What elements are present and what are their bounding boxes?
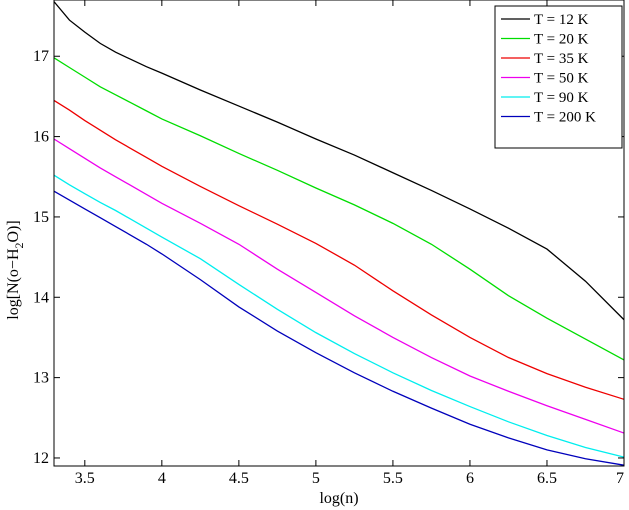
- y-tick-label: 16: [33, 129, 49, 146]
- y-tick-label: 15: [33, 209, 49, 226]
- x-tick-label: 6.5: [537, 470, 557, 487]
- y-tick-label: 17: [33, 48, 49, 65]
- series-line-2: [53, 99, 625, 400]
- y-axis-label-subscript: 2: [12, 242, 26, 248]
- series-line-3: [53, 138, 625, 434]
- y-tick-label: 14: [33, 289, 49, 306]
- x-tick-label: 5: [312, 470, 320, 487]
- legend-label: T = 200 K: [534, 110, 596, 126]
- legend: T = 12 K T = 20 K T = 35 K T = 50 K T = 90 K…: [494, 5, 623, 149]
- x-tick-label: 4: [158, 470, 166, 487]
- legend-label: T = 50 K: [534, 71, 589, 87]
- x-tick-label: 5.5: [383, 470, 403, 487]
- y-axis-label-tail: O)]: [5, 220, 22, 242]
- x-tick-label: 3.5: [75, 470, 95, 487]
- legend-label: T = 12 K: [534, 12, 589, 28]
- legend-label: T = 20 K: [534, 32, 589, 48]
- y-tick-label: 13: [33, 370, 49, 387]
- series-line-5: [53, 190, 625, 466]
- legend-label: T = 90 K: [534, 90, 589, 106]
- x-tick-label: 6: [466, 470, 474, 487]
- y-axis-label: log[N(o−H2O)]: [5, 220, 26, 319]
- x-axis-label: log(n): [319, 490, 358, 507]
- y-tick-label: 12: [33, 450, 49, 467]
- series-line-0: [53, 1, 625, 321]
- y-axis-label-main: log[N(o−H: [5, 248, 22, 320]
- series-line-4: [53, 174, 625, 458]
- series-line-1: [53, 57, 625, 361]
- series-lines: [53, 1, 625, 466]
- axis-ticks: 3.5 4 4.5 5 5.5 6 6.5 7 12 13 14 15 16 17: [33, 0, 625, 487]
- plot-frame: [53, 0, 625, 467]
- x-tick-label: 4.5: [229, 470, 249, 487]
- x-tick-label: 7: [616, 470, 624, 487]
- legend-label: T = 35 K: [534, 51, 589, 67]
